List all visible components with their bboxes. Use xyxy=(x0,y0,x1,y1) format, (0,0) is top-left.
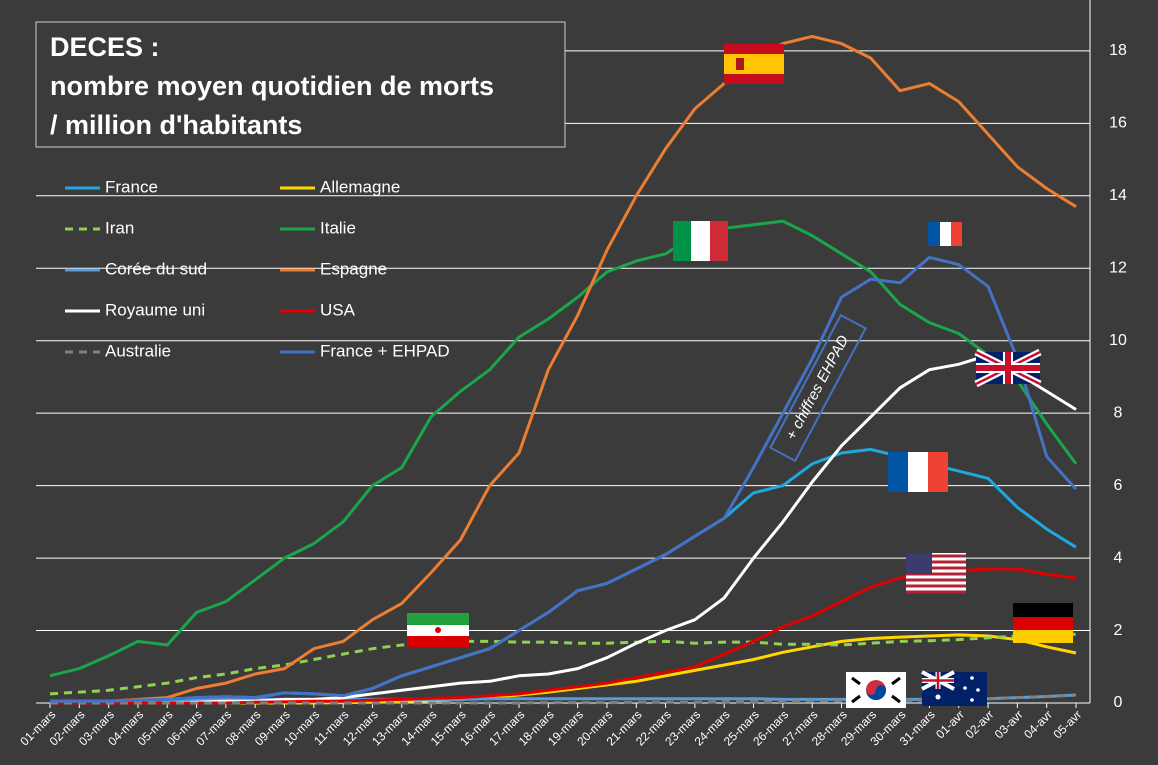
flag-australia xyxy=(921,670,987,706)
series-line xyxy=(50,34,1077,703)
y-tick-label: 16 xyxy=(1109,115,1127,132)
annotation-frame xyxy=(769,313,867,463)
title-frame xyxy=(35,21,566,148)
y-tick-label: 10 xyxy=(1109,332,1127,349)
legend-label: USA xyxy=(320,300,356,319)
y-tick-label: 6 xyxy=(1114,477,1123,494)
title-line: / million d'habitants xyxy=(50,110,302,140)
legend: France Allemagne Iran Italie Corée du sud Esp… xyxy=(65,177,450,360)
legend-label: Italie xyxy=(320,218,356,237)
legend-label: Corée du sud xyxy=(105,259,207,278)
y-tick-label: 4 xyxy=(1114,549,1123,566)
flag-spain xyxy=(724,44,784,84)
flag-france-small xyxy=(928,222,962,246)
flags xyxy=(407,44,1073,708)
flag-usa xyxy=(906,553,966,594)
y-tick-label: 8 xyxy=(1114,404,1123,421)
series-line xyxy=(49,219,1078,678)
y-tick-label: 0 xyxy=(1114,694,1123,711)
y-tick-label: 2 xyxy=(1114,622,1123,639)
legend-label: Australie xyxy=(105,341,171,360)
y-tick-label: 14 xyxy=(1109,187,1127,204)
title-box: DECES : nombre moyen quotidien de morts … xyxy=(35,21,566,148)
legend-label: Royaume uni xyxy=(105,300,205,319)
y-tick-label: 18 xyxy=(1109,42,1127,59)
flag-france xyxy=(888,452,948,492)
flag-uk xyxy=(974,348,1042,388)
title-line: DECES : xyxy=(50,32,160,62)
legend-label: France xyxy=(105,177,158,196)
series-line xyxy=(50,255,1078,703)
legend-label: Espagne xyxy=(320,259,387,278)
flag-italy xyxy=(673,221,728,261)
flag-germany xyxy=(1013,603,1073,643)
title-line: nombre moyen quotidien de morts xyxy=(50,71,494,101)
flag-korea xyxy=(846,672,906,708)
series-line xyxy=(49,632,1077,696)
y-tick-label: 12 xyxy=(1109,259,1127,276)
legend-label: Iran xyxy=(105,218,134,237)
series-line xyxy=(50,353,1077,705)
legend-label: Allemagne xyxy=(320,177,400,196)
flag-iran xyxy=(407,613,469,647)
legend-label: France + EHPAD xyxy=(320,341,450,360)
